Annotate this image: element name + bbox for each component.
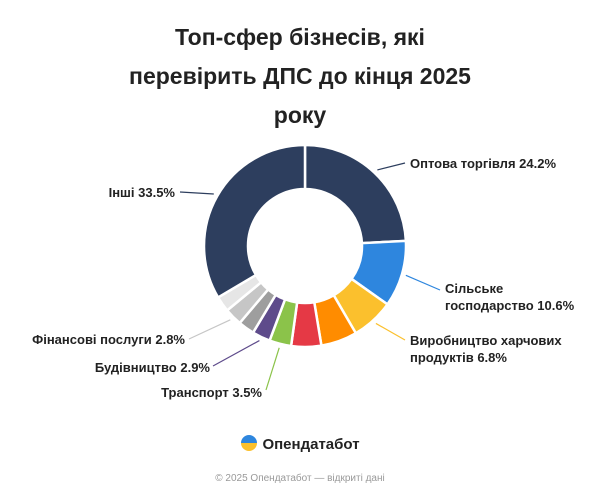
segment-label: Сільське господарство 10.6% — [445, 280, 590, 314]
value-label: 2.8% — [155, 332, 185, 347]
value-label: 10.6% — [537, 298, 575, 313]
leader-line — [405, 274, 441, 291]
category-name: Сільське господарство — [445, 281, 534, 313]
segment-label: Будівництво 2.9% — [20, 359, 210, 376]
category-name: Інші — [108, 185, 135, 200]
leader-line — [188, 319, 231, 340]
category-name: Будівництво — [94, 360, 177, 375]
category-name: Транспорт — [161, 385, 229, 400]
value-label: 6.8% — [477, 350, 507, 365]
segment-label: Транспорт 3.5% — [80, 384, 262, 401]
segment-label: Фінансові послуги 2.8% — [0, 331, 185, 348]
segment-label: Виробництво харчових продуктів 6.8% — [410, 332, 562, 366]
segment-label: Інші 33.5% — [0, 184, 175, 201]
logo: Опендатабот — [0, 434, 600, 453]
category-name: Фінансові послуги — [32, 332, 152, 347]
leader-line — [375, 322, 406, 341]
footer: © 2025 Опендатабот — відкриті дані — [215, 473, 385, 484]
logo-text: Опендатабот — [262, 436, 360, 453]
logo-icon — [241, 435, 258, 451]
category-name: Виробництво харчових продуктів — [410, 333, 562, 365]
donut-segment — [202, 143, 307, 300]
value-label: 24.2% — [519, 156, 557, 171]
value-label: 2.9% — [180, 360, 210, 375]
chart-title: Топ-сфер бізнесів, які перевірить ДПС до… — [129, 24, 471, 128]
leader-line — [377, 162, 406, 171]
segment-label: Оптова торгівля 24.2% — [410, 155, 600, 172]
category-name: Оптова торгівля — [410, 156, 516, 171]
leader-line — [212, 340, 260, 367]
donut-segment — [303, 143, 408, 245]
value-label: 3.5% — [232, 385, 262, 400]
leader-line — [179, 191, 214, 195]
value-label: 33.5% — [138, 185, 175, 200]
leader-line — [265, 347, 280, 391]
